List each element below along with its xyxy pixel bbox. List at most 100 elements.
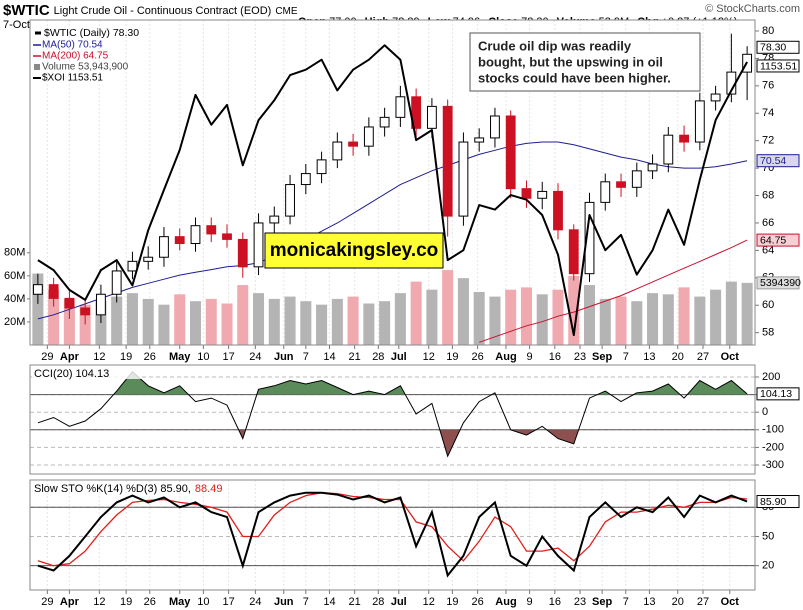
volume-tick-label: 80M: [4, 247, 25, 259]
x-tick-label: 20: [672, 596, 684, 608]
volume-bar: [284, 296, 296, 345]
y-tick-label: -300: [762, 459, 784, 471]
volume-tick-label: 20M: [4, 316, 25, 328]
candle-body: [631, 170, 642, 188]
x-tick-label: Jul: [391, 351, 407, 363]
volume-bar: [505, 289, 517, 345]
candle-body: [505, 115, 516, 190]
cci-line: [37, 370, 748, 458]
volume-bar: [221, 303, 233, 345]
annotation-line: stocks could have been higher.: [478, 70, 671, 85]
x-tick-label: Sep: [592, 351, 612, 363]
volume-bar: [725, 281, 737, 345]
volume-bar: [599, 298, 611, 345]
candle-body: [553, 190, 563, 231]
volume-bar: [331, 298, 343, 345]
candle-body: [190, 225, 201, 245]
symbol: $WTIC: [3, 2, 50, 19]
volume-bar: [583, 285, 596, 345]
candle-body: [206, 225, 217, 235]
x-tick-label: 24: [249, 351, 261, 363]
y-tick-label: 20: [762, 560, 774, 572]
x-tick-label: 24: [249, 596, 261, 608]
candle-body: [568, 229, 579, 275]
volume-bar: [536, 294, 548, 345]
volume-bar: [142, 298, 154, 345]
volume-bar: [111, 296, 123, 345]
stochastic-line: [37, 491, 748, 578]
candle-body: [269, 215, 280, 224]
y-tick-label: 72: [762, 135, 774, 147]
volume-bar: [379, 301, 391, 345]
volume-bar: [79, 304, 91, 345]
legend-swatch: [34, 64, 40, 70]
volume-bar: [520, 287, 532, 345]
candle-body: [316, 159, 327, 175]
volume-bar: [442, 270, 454, 345]
y-tick-label: 68: [762, 189, 774, 201]
x-tick-label: 17: [222, 351, 234, 363]
candle-body: [458, 141, 469, 217]
candle-body: [616, 181, 626, 188]
candle-body: [537, 190, 548, 199]
y-tick-label: 58: [762, 327, 774, 339]
x-tick-label: 12: [93, 596, 105, 608]
x-tick-label: Apr: [60, 596, 80, 608]
value-badge: [756, 40, 800, 54]
x-tick-label: 9: [527, 596, 533, 608]
y-tick-label: 78: [762, 52, 774, 64]
x-tick-label: 7: [303, 596, 309, 608]
x-tick-label: 23: [574, 596, 586, 608]
volume-bar: [95, 301, 107, 345]
candle-body: [32, 284, 43, 295]
annotation-box: [469, 32, 701, 92]
candle-body: [694, 100, 705, 143]
x-tick-label: 13: [643, 351, 655, 363]
candle-body: [222, 233, 232, 240]
candle-body: [663, 134, 674, 165]
candle-body: [474, 137, 485, 143]
x-tick-label: 10: [197, 596, 209, 608]
copyright: © StockCharts.com: [705, 3, 800, 15]
watermark: monicakingsley.co: [270, 240, 439, 261]
candle-body: [127, 260, 138, 272]
xoi-line: [37, 44, 748, 337]
value-badge: [756, 276, 800, 290]
x-tick-label: May: [169, 596, 191, 608]
x-tick-label: Oct: [721, 596, 740, 608]
x-tick-label: 29: [41, 596, 53, 608]
x-tick-label: Sep: [592, 596, 612, 608]
candle-body: [647, 163, 658, 172]
x-tick-label: 10: [197, 351, 209, 363]
x-tick-label: 12: [93, 351, 105, 363]
x-tick-label: Jun: [274, 596, 294, 608]
candle-body: [159, 236, 169, 258]
candle-body: [363, 126, 374, 147]
panel-label: Slow STO %K(14) %D(3) 85.90, 88.49: [34, 483, 222, 495]
x-tick-label: 28: [372, 596, 384, 608]
legend-entry: Volume 53,943,900: [42, 62, 129, 73]
panel-frame: [29, 19, 756, 346]
x-tick-label: 12: [423, 351, 435, 363]
x-tick-label: 26: [144, 596, 156, 608]
volume-bar: [678, 287, 690, 345]
x-tick-label: Apr: [60, 351, 80, 363]
volume-bar: [426, 289, 438, 345]
volume-bar: [300, 301, 312, 345]
annotation-line: Crude oil dip was readily: [478, 38, 632, 53]
candle-body: [285, 184, 295, 217]
candle-body: [379, 116, 390, 128]
volume-bar: [568, 275, 580, 345]
volume-bar: [126, 293, 138, 345]
volume-bar: [457, 278, 469, 345]
x-tick-label: 20: [672, 351, 684, 363]
volume-bar: [363, 303, 375, 345]
x-tick-label: 19: [446, 596, 458, 608]
x-tick-label: Oct: [721, 351, 740, 363]
value-badge-label: 78.30: [760, 42, 786, 54]
instrument-name: Light Crude Oil - Continuous Contract (E…: [54, 5, 272, 17]
x-tick-label: 16: [549, 351, 561, 363]
panel-label-bg: [32, 367, 142, 379]
candle-body: [395, 96, 406, 118]
